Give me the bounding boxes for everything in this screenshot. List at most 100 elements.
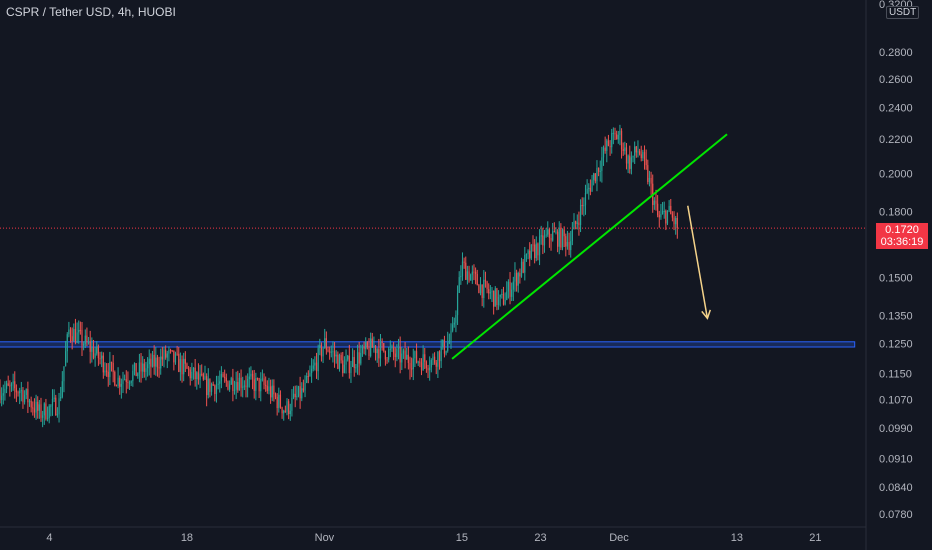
- candle-body: [97, 346, 99, 359]
- candle-body: [19, 391, 21, 394]
- candle-body: [394, 353, 396, 358]
- candle-body: [463, 261, 465, 263]
- candle-body: [65, 351, 67, 367]
- candle-body: [210, 384, 213, 392]
- candle-body: [501, 293, 503, 295]
- candle-body: [486, 281, 488, 290]
- candle-body: [491, 290, 493, 293]
- candle-body: [140, 362, 142, 372]
- candle-body: [258, 378, 260, 392]
- candle-body: [353, 357, 355, 368]
- candle-body: [138, 362, 140, 374]
- candle-body: [74, 329, 77, 343]
- candle-body: [563, 229, 565, 237]
- candle-body: [5, 383, 8, 389]
- candle-body: [591, 180, 593, 192]
- candle-body: [665, 210, 667, 224]
- candle-body: [658, 215, 660, 218]
- candle-body: [401, 353, 403, 363]
- candle-body: [109, 361, 111, 378]
- candle-body: [522, 261, 524, 273]
- candle-body: [676, 218, 678, 229]
- candle-body: [243, 385, 245, 387]
- candle-body: [558, 227, 560, 247]
- y-tick-label: 0.0840: [879, 482, 913, 494]
- candle-body: [247, 378, 249, 388]
- y-tick-label: 0.1350: [879, 311, 913, 323]
- candle-body: [415, 351, 418, 363]
- candle-body: [60, 396, 62, 399]
- candle-body: [235, 382, 237, 390]
- candle-body: [468, 271, 470, 281]
- candle-body: [30, 400, 32, 408]
- candle-body: [475, 271, 477, 275]
- candle-body: [202, 374, 204, 380]
- candle-body: [4, 388, 6, 394]
- candle-body: [92, 347, 95, 358]
- candle-body: [9, 385, 11, 387]
- candle-body: [186, 363, 188, 369]
- candle-body: [356, 352, 359, 368]
- candle-body: [38, 404, 40, 411]
- candle-body: [306, 375, 308, 383]
- candle-body: [81, 329, 83, 346]
- candle-body: [22, 390, 24, 403]
- candle-body: [128, 382, 131, 384]
- candle-body: [196, 372, 198, 380]
- candle-body: [379, 341, 382, 359]
- candle-body: [657, 203, 659, 216]
- candle-body: [232, 378, 234, 391]
- candle-body: [527, 250, 529, 255]
- candle-body: [153, 354, 155, 367]
- candle-body: [278, 394, 280, 409]
- candle-body: [156, 357, 159, 368]
- candle-body: [460, 276, 462, 278]
- candle-body: [51, 398, 54, 406]
- candle-body: [132, 370, 134, 382]
- candle-body: [420, 362, 423, 371]
- candle-body: [627, 155, 629, 164]
- candle-body: [209, 378, 211, 392]
- candle-body: [535, 243, 537, 259]
- candle-body: [632, 155, 634, 158]
- candle-body: [20, 390, 22, 392]
- candle-body: [655, 200, 657, 204]
- candle-body: [425, 361, 427, 369]
- candle-body: [348, 355, 350, 374]
- candle-body: [237, 382, 239, 391]
- candle-body: [496, 288, 498, 306]
- candle-body: [311, 368, 313, 374]
- candle-body: [322, 347, 324, 357]
- candle-body: [442, 339, 444, 347]
- candle-body: [119, 377, 121, 387]
- candle-body: [179, 359, 181, 372]
- candle-body: [189, 369, 191, 379]
- candle-body: [251, 373, 254, 380]
- candle-body: [242, 386, 244, 388]
- candle-body: [470, 274, 472, 281]
- candle-body: [307, 375, 309, 377]
- candle-body: [609, 145, 611, 148]
- candle-body: [473, 271, 475, 273]
- candle-body: [261, 378, 263, 380]
- candle-body: [342, 360, 344, 374]
- candle-body: [192, 367, 195, 372]
- candle-body: [404, 350, 406, 360]
- candle-body: [540, 235, 542, 237]
- candle-body: [296, 396, 298, 398]
- candle-body: [489, 292, 491, 294]
- candle-body: [494, 288, 496, 307]
- candle-body: [602, 147, 605, 158]
- x-tick-label: 21: [809, 532, 821, 544]
- candle-body: [142, 363, 144, 372]
- candle-body: [424, 354, 426, 362]
- candle-body: [557, 231, 559, 247]
- y-tick-label: 0.0910: [879, 453, 913, 465]
- candle-body: [670, 205, 672, 215]
- currency-badge[interactable]: USDT: [886, 6, 920, 19]
- candle-body: [25, 388, 27, 395]
- candle-body: [573, 221, 575, 230]
- candle-body: [329, 351, 331, 353]
- candle-body: [171, 350, 173, 352]
